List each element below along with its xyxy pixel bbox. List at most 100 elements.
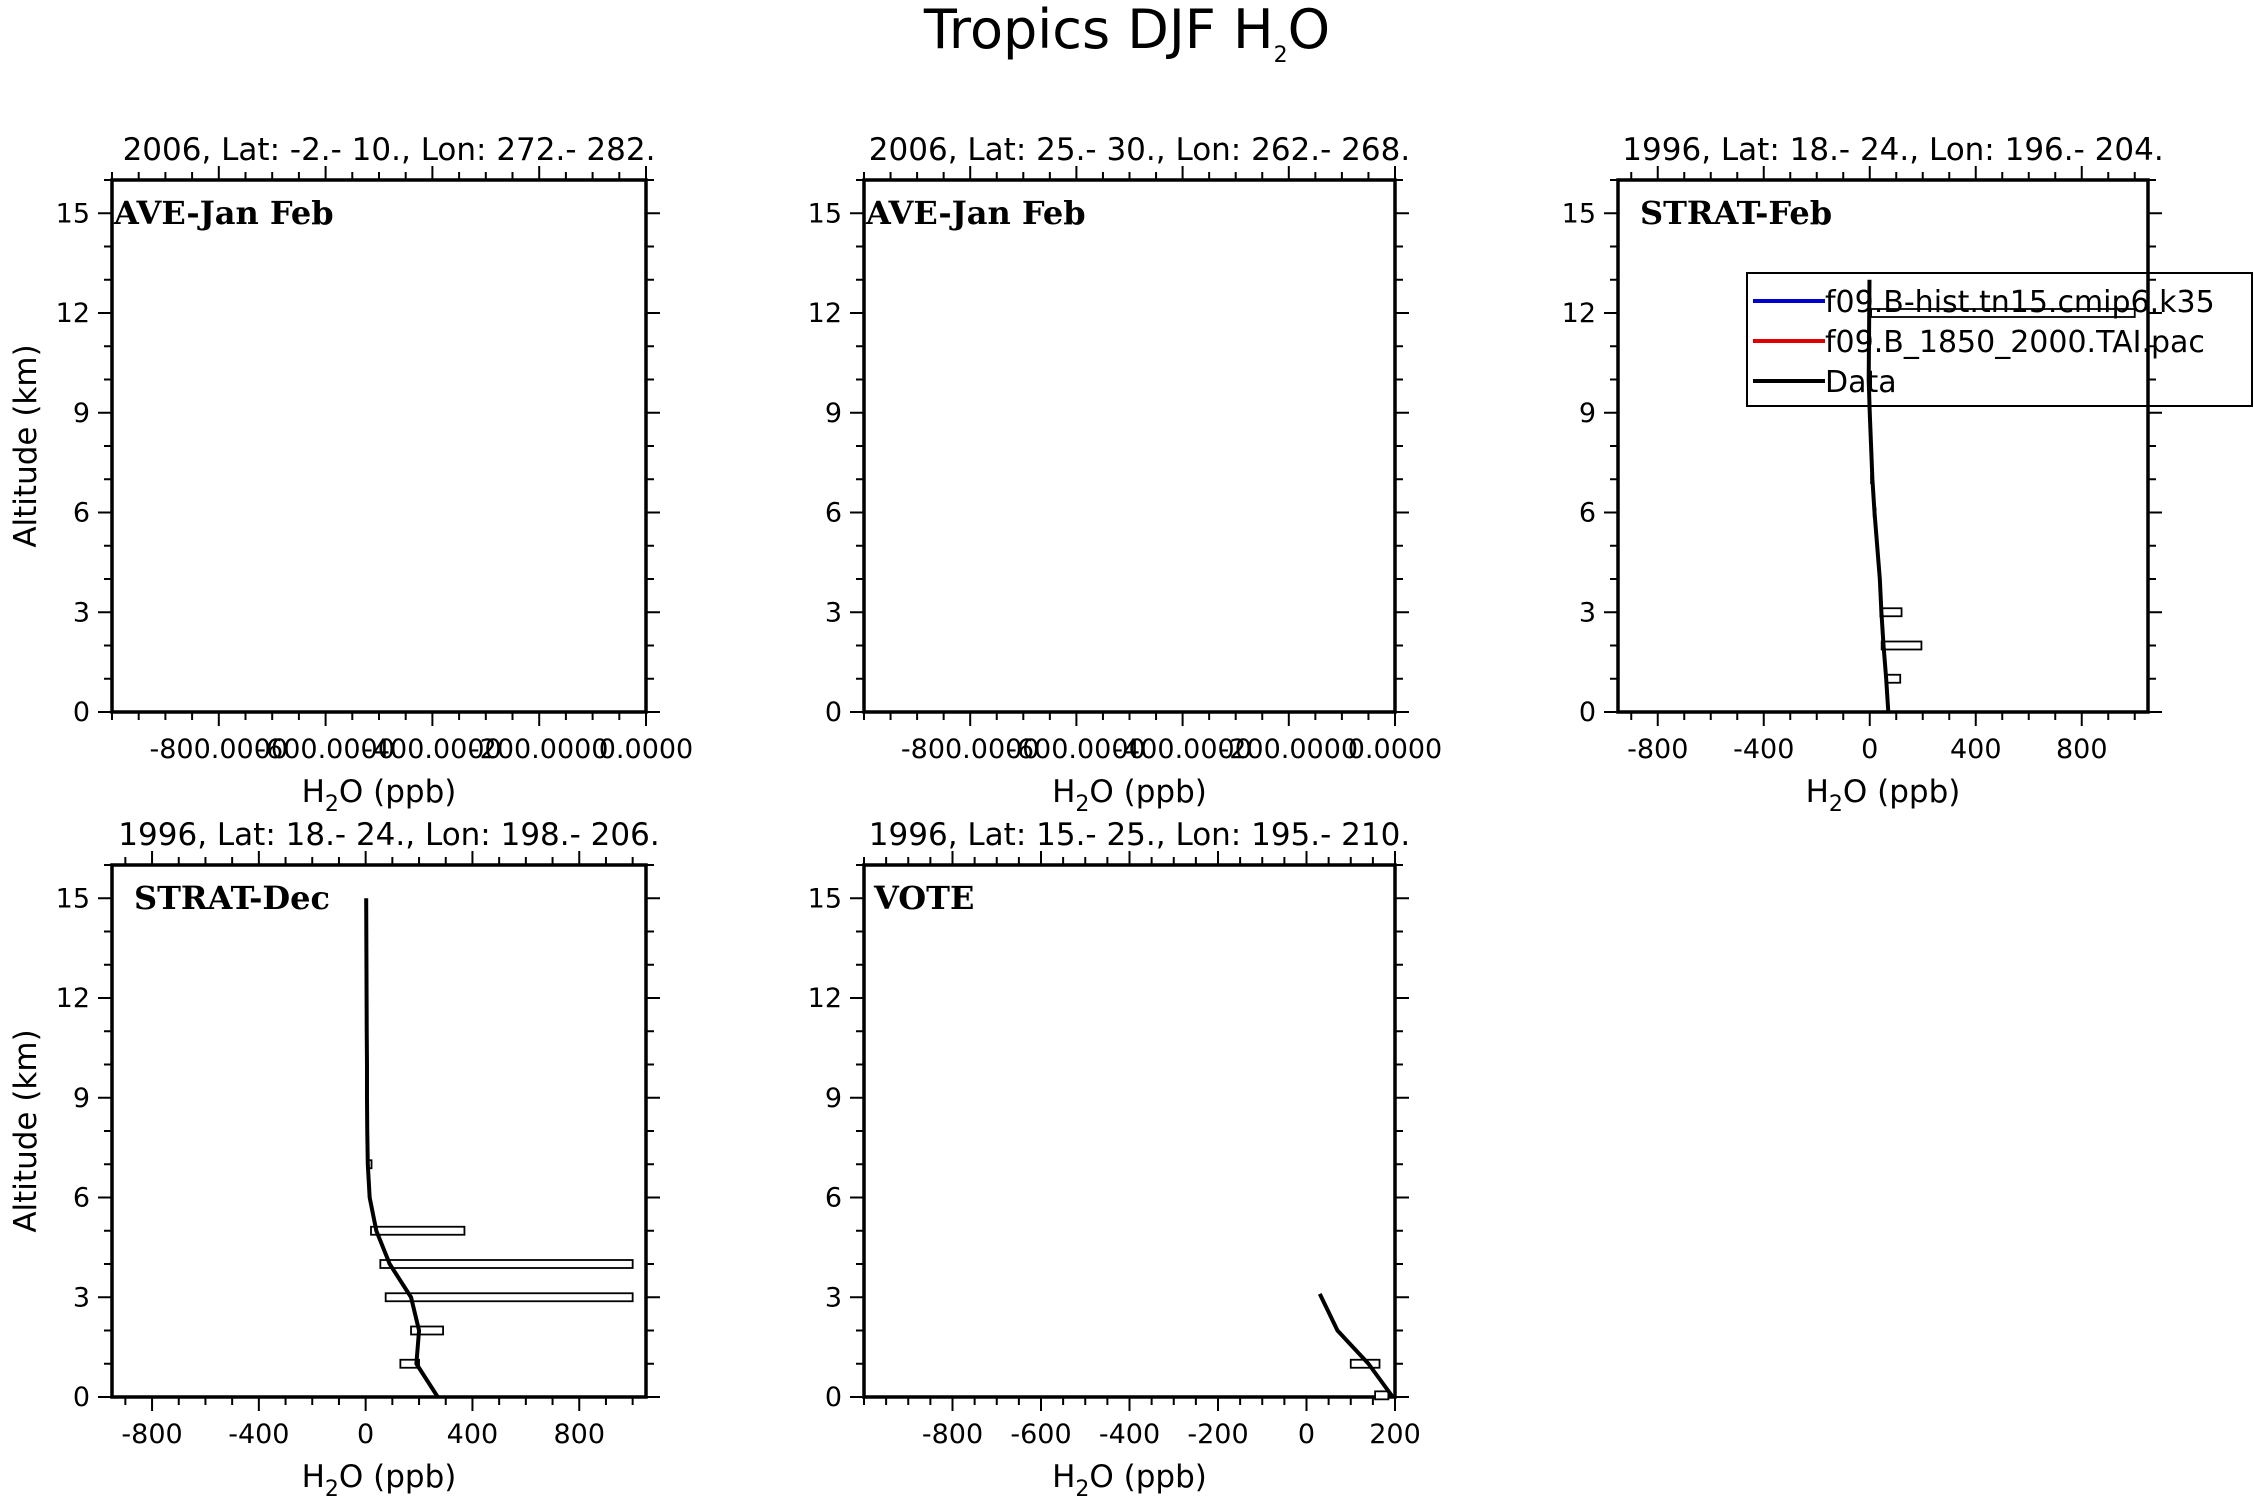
error-bar [1880, 640, 1923, 651]
y-tick-label: 3 [1579, 597, 1596, 628]
campaign-label: AVE-Jan Feb [865, 194, 1086, 232]
panel-title: 1996, Lat: 18.- 24., Lon: 198.- 206. [118, 817, 659, 853]
y-tick-label: 15 [56, 198, 90, 229]
y-tick-label: 6 [825, 498, 842, 529]
error-bar [384, 1292, 634, 1303]
x-axis-label-subscript: 2 [325, 1477, 339, 1500]
x-axis-label-unit: O (ppb) [1089, 774, 1206, 810]
campaign-label: VOTE [873, 879, 974, 917]
panel-strat-dec: 0 3 6 9 12 15 -800 -400 0 400 800 1996, Lat: 18.- 2… [8, 817, 660, 1500]
x-tick-label: 400 [1950, 734, 2002, 765]
x-tick-label: -400.0000 [363, 734, 502, 765]
x-axis-label-main: H [302, 774, 325, 810]
figure-title-main: Tropics DJF H [923, 0, 1274, 61]
legend-entry-label: f09.B-hist.tn15.cmip6.k35 [1825, 285, 2215, 320]
y-tick-label: 6 [1579, 498, 1596, 529]
x-axis-label-unit: O (ppb) [339, 774, 456, 810]
x-tick-label: -800.0000 [901, 734, 1040, 765]
y-tick-label: 12 [56, 983, 90, 1014]
error-bar [1374, 1390, 1390, 1401]
campaign-label: STRAT-Feb [1640, 194, 1832, 232]
y-tick-label: 3 [73, 1282, 90, 1313]
y-tick-label: 12 [1562, 298, 1596, 329]
x-axis-label-subscript: 2 [1075, 792, 1089, 817]
panel-title: 1996, Lat: 18.- 24., Lon: 196.- 204. [1622, 132, 2163, 168]
x-tick-label: -600.0000 [256, 734, 395, 765]
y-tick-label: 0 [73, 1382, 90, 1413]
x-tick-label: -200.0000 [470, 734, 609, 765]
y-tick-label: 0 [825, 697, 842, 728]
x-axis-label-main: H [302, 1459, 325, 1495]
y-tick-label: 9 [825, 1083, 842, 1114]
y-tick-label: 6 [825, 1183, 842, 1214]
data-series-line [364, 898, 440, 1399]
y-tick-label: 15 [56, 883, 90, 914]
y-tick-label: 3 [73, 597, 90, 628]
error-bar [379, 1259, 634, 1269]
x-tick-label: 0 [357, 1419, 374, 1450]
x-tick-label: -400 [1099, 1419, 1160, 1450]
figure-title-end: O [1288, 0, 1331, 61]
y-tick-label: 0 [73, 697, 90, 728]
y-tick-label: 15 [808, 198, 842, 229]
data-series-line [1866, 279, 1891, 713]
y-axis-label: Altitude (km) [8, 344, 44, 547]
x-axis-label: H2O (ppb) [1052, 774, 1207, 817]
x-axis-label-main: H [1052, 1459, 1075, 1495]
x-axis-label-unit: O (ppb) [339, 1459, 456, 1495]
x-tick-label: -400 [228, 1419, 289, 1450]
x-tick-label: 800 [553, 1419, 605, 1450]
legend-entry-label: f09.B_1850_2000.TAI.pac [1825, 325, 2205, 360]
plot-frame [110, 178, 648, 714]
y-tick-label: 15 [1562, 198, 1596, 229]
x-tick-label: 0 [1861, 734, 1878, 765]
x-tick-label: -200.0000 [1220, 734, 1359, 765]
legend-box [1746, 272, 2253, 407]
y-tick-label: 3 [825, 597, 842, 628]
x-tick-label: 400 [447, 1419, 499, 1450]
figure-title: Tropics DJF H2O [923, 0, 1330, 68]
campaign-label: STRAT-Dec [134, 879, 330, 917]
x-axis-label: H2O (ppb) [1806, 774, 1961, 817]
y-tick-label: 0 [1579, 697, 1596, 728]
y-tick-label: 9 [825, 398, 842, 429]
x-axis-label: H2O (ppb) [1052, 1459, 1207, 1500]
x-tick-label: 800 [2056, 734, 2108, 765]
panel-ave-1: 0 3 6 9 12 15 -800.0000-600.0000-400.0000-200.… [8, 132, 693, 817]
x-tick-label: -800 [121, 1419, 182, 1450]
y-tick-label: 9 [1579, 398, 1596, 429]
x-tick-label: 0.0000 [1348, 734, 1442, 765]
figure-title-subscript: 2 [1274, 43, 1288, 68]
x-axis-label-subscript: 2 [1075, 1477, 1089, 1500]
y-tick-label: 12 [808, 298, 842, 329]
y-tick-label: 12 [56, 298, 90, 329]
x-tick-label: -800 [1627, 734, 1688, 765]
x-tick-label: 0 [1298, 1419, 1315, 1450]
y-tick-label: 6 [73, 498, 90, 529]
error-bar [410, 1325, 444, 1336]
plot-frame [862, 863, 1397, 1399]
data-series-line [1317, 1293, 1395, 1399]
y-axis-label: Altitude (km) [8, 1029, 44, 1232]
x-axis-label-subscript: 2 [325, 792, 339, 817]
plot-frame [862, 178, 1397, 714]
panel-title: 2006, Lat: -2.- 10., Lon: 272.- 282. [123, 132, 656, 168]
x-tick-label: -800.0000 [150, 734, 289, 765]
x-axis-label-unit: O (ppb) [1843, 774, 1960, 810]
x-tick-label: 200 [1369, 1419, 1421, 1450]
panel-ave-2: 0 3 6 9 12 15 -800.0000-600.0000-400.0000-200.… [808, 132, 1443, 817]
y-tick-label: 9 [73, 1083, 90, 1114]
plot-frame [110, 863, 648, 1399]
y-tick-label: 15 [808, 883, 842, 914]
x-axis-label-main: H [1052, 774, 1075, 810]
x-tick-label: -400 [1733, 734, 1794, 765]
y-tick-label: 3 [825, 1282, 842, 1313]
y-tick-label: 6 [73, 1183, 90, 1214]
x-axis-label: H2O (ppb) [302, 774, 457, 817]
x-axis-label-main: H [1806, 774, 1829, 810]
x-tick-label: -600.0000 [1007, 734, 1146, 765]
x-tick-label: -200 [1187, 1419, 1248, 1450]
x-tick-label: 0.0000 [599, 734, 693, 765]
panel-title: 1996, Lat: 15.- 25., Lon: 195.- 210. [869, 817, 1410, 853]
